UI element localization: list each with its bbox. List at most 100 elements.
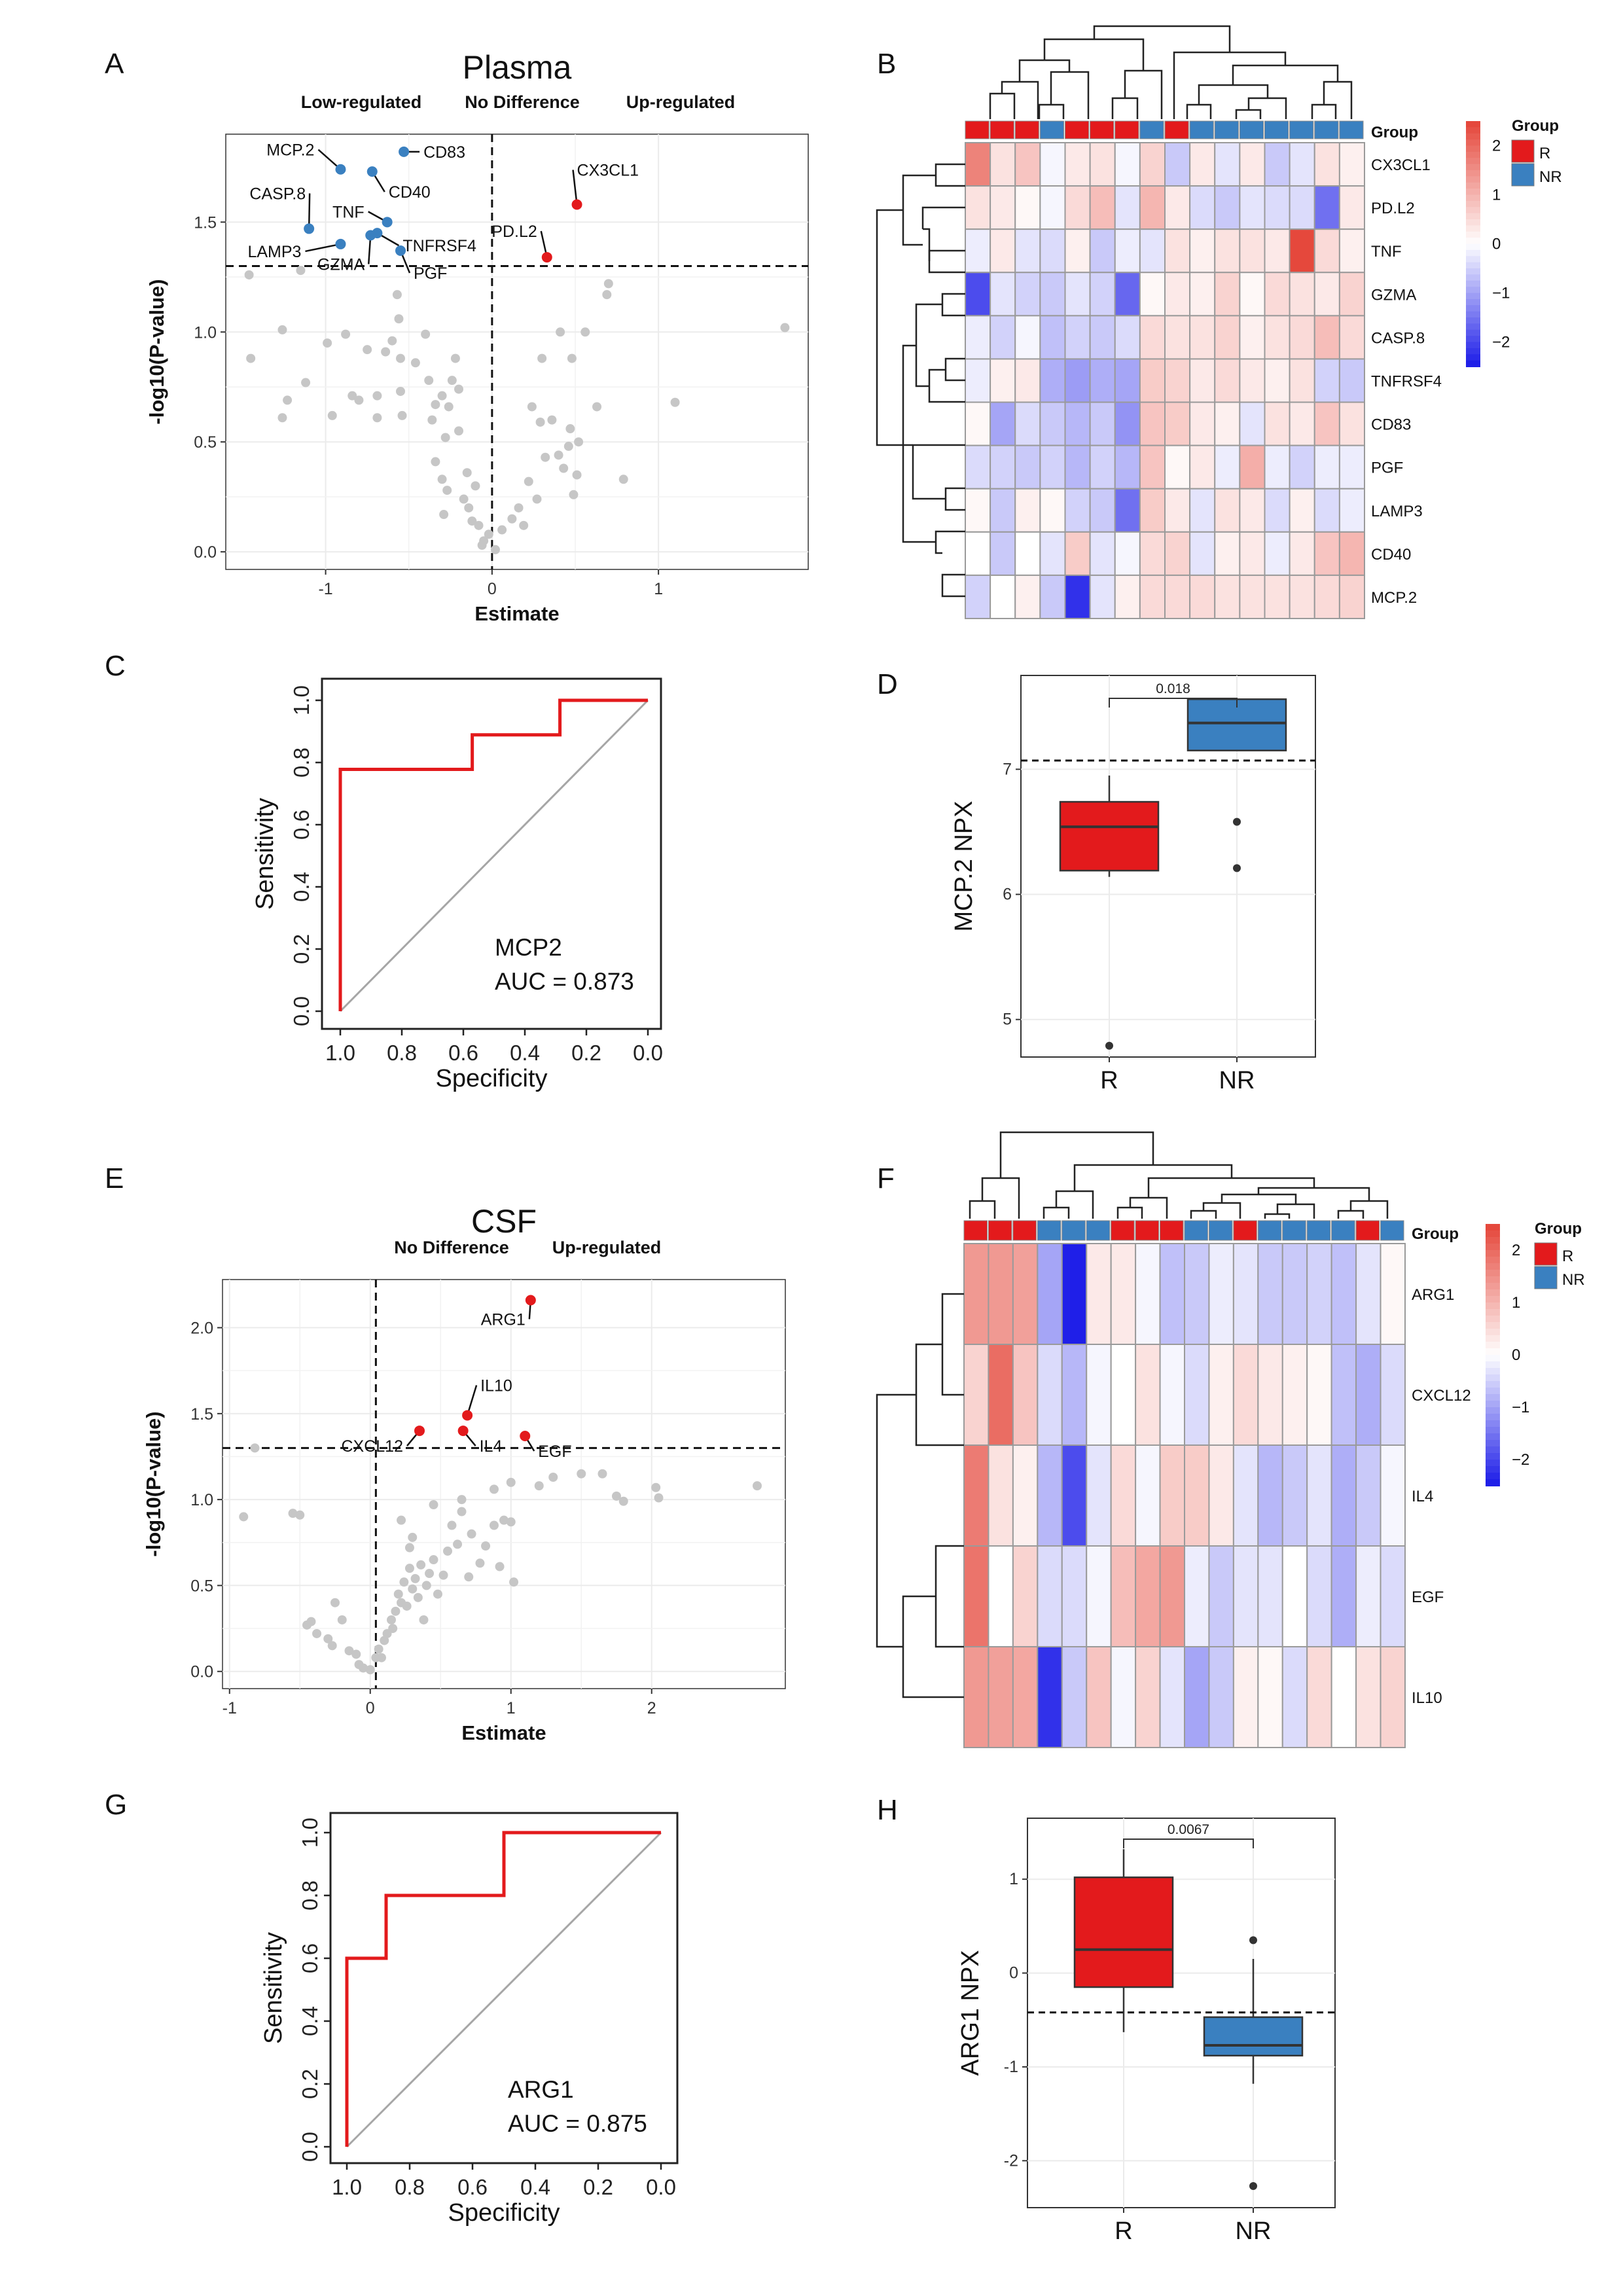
x-tick-label: 1.0 (325, 1041, 355, 1065)
data-point (475, 1558, 485, 1568)
color-scale-segment (1486, 1316, 1500, 1323)
heatmap-cell (1355, 1243, 1382, 1345)
heatmap-cell (1214, 358, 1241, 403)
color-scale-segment (1486, 1302, 1500, 1310)
heatmap-cell (1164, 531, 1191, 576)
x-tick-label: 0.4 (510, 1041, 540, 1065)
y-tick-label: 0.5 (190, 1577, 213, 1595)
heatmap-cell (1189, 574, 1216, 620)
data-point (246, 353, 256, 363)
heatmap-cell (1239, 574, 1266, 620)
significant-point (304, 223, 315, 234)
data-point (397, 410, 407, 420)
row-label: TNFRSF4 (1371, 373, 1442, 391)
heatmap-cell (1086, 1344, 1112, 1446)
heatmap-cell (963, 1344, 990, 1446)
heatmap-cell (1089, 228, 1116, 274)
data-point (654, 1493, 664, 1503)
color-scale-segment (1486, 1440, 1500, 1447)
point-label-leader (572, 170, 578, 205)
legend-swatch (1511, 139, 1535, 163)
data-point (301, 378, 311, 387)
color-scale-segment (1466, 200, 1480, 208)
color-scale-segment (1466, 121, 1480, 128)
color-scale-label: 0 (1492, 236, 1501, 253)
y-axis-title: -log10(P-value) (142, 1411, 165, 1556)
data-point (250, 1443, 260, 1453)
point-label-leader (305, 243, 341, 253)
data-point (431, 400, 440, 410)
heatmap-cell (1037, 1545, 1063, 1647)
data-point (296, 266, 306, 276)
data-point (506, 1477, 516, 1487)
heatmap-cell (1039, 444, 1066, 490)
heatmap-cell (1330, 1444, 1357, 1547)
data-point (780, 323, 790, 332)
x-tick-label: R (1115, 2217, 1132, 2245)
x-tick-label: 0.6 (448, 1041, 478, 1065)
heatmap-cell (1064, 315, 1091, 360)
color-scale-label: −2 (1512, 1451, 1529, 1469)
heatmap-cell (1086, 1444, 1112, 1547)
point-label: IL4 (480, 1437, 503, 1456)
legend-swatch (1534, 1242, 1558, 1266)
heatmap-cell (990, 185, 1016, 230)
heatmap-cell (990, 142, 1016, 187)
data-point (376, 1653, 386, 1662)
heatmap-cell (965, 358, 991, 403)
data-point (425, 1569, 435, 1579)
heatmap-cell (1208, 1545, 1234, 1647)
y-tick-label: 0.5 (194, 433, 217, 452)
data-point (365, 1665, 375, 1675)
y-tick-label: 0.0 (298, 2132, 322, 2162)
group-annotation-cell (1065, 120, 1090, 139)
data-point (277, 413, 287, 423)
heatmap-cell (1264, 358, 1291, 403)
color-scale-segment (1466, 262, 1480, 269)
data-point (454, 426, 463, 436)
x-tick-label: 0.6 (457, 2175, 488, 2199)
heatmap-cell (1264, 185, 1291, 230)
group-annotation-cell (1135, 1220, 1160, 1241)
data-point (507, 514, 517, 524)
group-annotation-cell (1037, 1220, 1061, 1241)
heatmap-cell (1214, 228, 1241, 274)
heatmap-cell (1164, 315, 1191, 360)
data-point (397, 1515, 406, 1525)
y-tick-label: 0.6 (298, 1943, 322, 1973)
point-label: CX3CL1 (577, 161, 639, 179)
point-label: CD40 (389, 183, 431, 202)
heatmap-cell (965, 142, 991, 187)
data-point (283, 395, 293, 405)
data-point (565, 424, 575, 434)
y-tick-label: 1.0 (190, 1491, 213, 1509)
significant-point (414, 1426, 425, 1437)
heatmap-cell (1164, 444, 1191, 490)
heatmap-cell (1330, 1646, 1357, 1748)
data-point (327, 1641, 337, 1651)
heatmap-cell (1313, 444, 1340, 490)
heatmap-cell (1039, 142, 1066, 187)
data-point (541, 452, 550, 462)
row-label: EGF (1412, 1588, 1444, 1606)
heatmap-cell (965, 444, 991, 490)
heatmap-cell (988, 1545, 1014, 1647)
heatmap-cell (1338, 358, 1365, 403)
column-dendrogram-branch (1093, 25, 1231, 52)
significance-bracket (1109, 698, 1238, 708)
heatmap-cell (1338, 488, 1365, 533)
heatmap-cell (1014, 185, 1041, 230)
roc-curve-mcp2: 1.0 0.8 0.6 0.4 0.2 0.0 0.0 0.2 0.4 0.6 0.8 1.0 Spec… (251, 677, 663, 1092)
heatmap-cell (1289, 228, 1315, 274)
heatmap-cell (1189, 401, 1216, 446)
data-point (330, 1598, 340, 1607)
color-scale-segment (1466, 268, 1480, 276)
point-label: TNFRSF4 (402, 237, 476, 255)
x-axis-title: Specificity (448, 2199, 560, 2227)
heatmap-cell (1139, 185, 1166, 230)
row-dendrogram-branch (876, 1393, 916, 1648)
color-scale-segment (1466, 249, 1480, 257)
x-tick-label: 0.4 (520, 2175, 550, 2199)
group-annotation-cell (1306, 1220, 1331, 1241)
color-scale-segment (1466, 219, 1480, 226)
